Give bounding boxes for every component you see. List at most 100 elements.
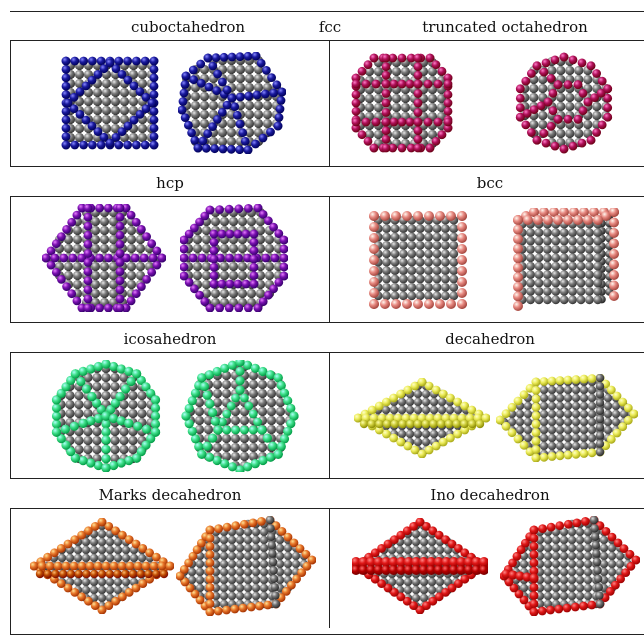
edge-atom xyxy=(109,413,119,424)
edge-atom xyxy=(116,364,126,374)
bulk-atom xyxy=(291,559,301,569)
bulk-atom xyxy=(266,424,277,435)
bulk-atom xyxy=(391,102,402,113)
edge-atom xyxy=(443,79,453,89)
edge-atom xyxy=(603,112,613,122)
edge-atom xyxy=(149,115,159,125)
edge-atom xyxy=(307,555,316,565)
bulk-atom xyxy=(255,279,266,290)
edge-atom xyxy=(546,605,555,615)
bulk-atom xyxy=(137,123,148,134)
edge-atom xyxy=(238,603,248,613)
edge-atom xyxy=(140,140,150,150)
bulk-atom xyxy=(405,429,415,439)
bulk-atom xyxy=(221,442,232,453)
bulk-atom xyxy=(543,278,552,288)
edge-atom xyxy=(205,303,215,312)
edge-atom xyxy=(583,215,593,225)
bulk-atom xyxy=(110,444,120,455)
bulk-atom xyxy=(407,241,417,250)
edge-atom xyxy=(205,591,215,600)
edge-atom xyxy=(292,574,301,584)
bulk-atom xyxy=(382,283,391,292)
divider-row-hcp-bcc xyxy=(329,196,330,323)
edge-atom xyxy=(141,104,151,114)
bulk-atom xyxy=(128,399,138,410)
bulk-atom xyxy=(128,408,138,419)
edge-atom xyxy=(512,551,522,561)
edge-atom xyxy=(513,253,523,264)
edge-atom xyxy=(260,89,270,99)
edge-atom xyxy=(152,260,162,270)
bulk-atom xyxy=(551,559,561,569)
edge-atom xyxy=(135,87,145,96)
edge-atom xyxy=(220,363,230,373)
bulk-atom xyxy=(567,575,577,585)
bulk-atom xyxy=(99,243,110,254)
edge-atom xyxy=(72,296,82,306)
bulk-atom xyxy=(419,593,429,603)
edge-atom xyxy=(243,145,253,154)
bulk-atom xyxy=(551,575,561,585)
bulk-atom xyxy=(113,545,123,555)
edge-atom xyxy=(366,565,377,575)
edge-atom xyxy=(83,212,93,222)
edge-atom xyxy=(434,592,444,602)
title-bcc: bcc xyxy=(476,174,504,192)
edge-atom xyxy=(569,208,579,217)
bulk-atom xyxy=(201,234,212,245)
bulk-atom xyxy=(266,406,277,417)
bulk-atom xyxy=(283,559,293,569)
edge-atom xyxy=(269,222,278,232)
edge-atom xyxy=(218,144,228,154)
edge-atom xyxy=(426,565,437,575)
bulk-atom xyxy=(563,385,573,395)
edge-atom xyxy=(147,239,157,249)
edge-atom xyxy=(475,419,485,429)
edge-atom xyxy=(513,281,523,292)
bulk-atom xyxy=(593,287,603,296)
edge-atom xyxy=(70,453,80,463)
edge-atom xyxy=(457,255,467,265)
edge-atom xyxy=(548,106,558,116)
bulk-atom xyxy=(419,585,429,595)
bulk-atom xyxy=(199,118,210,129)
edge-atom xyxy=(86,458,96,468)
edge-atom xyxy=(149,140,159,150)
edge-atom xyxy=(123,75,133,85)
edge-atom xyxy=(413,299,423,309)
edge-atom xyxy=(226,144,236,154)
bulk-atom xyxy=(246,216,257,227)
edge-atom xyxy=(283,396,293,406)
bulk-atom xyxy=(559,228,569,237)
bulk-atom xyxy=(559,559,569,569)
bulk-atom xyxy=(551,551,561,561)
bulk-atom xyxy=(403,577,413,587)
bulk-atom xyxy=(432,257,442,267)
edge-atom xyxy=(553,215,563,225)
bulk-atom xyxy=(415,232,425,242)
bulk-atom xyxy=(543,261,552,271)
bulk-atom xyxy=(208,136,219,147)
edge-atom xyxy=(114,56,124,66)
bulk-atom xyxy=(264,243,275,254)
edge-atom xyxy=(361,79,371,89)
edge-atom xyxy=(415,605,425,614)
edge-atom xyxy=(446,211,456,221)
edge-atom xyxy=(587,600,597,610)
bulk-atom xyxy=(415,291,425,301)
edge-atom xyxy=(190,589,200,599)
edge-atom xyxy=(46,246,56,256)
bulk-atom xyxy=(563,433,573,443)
edge-atom xyxy=(181,71,191,81)
edge-atom xyxy=(413,211,423,221)
bulk-atom xyxy=(113,585,123,595)
edge-atom xyxy=(213,69,222,79)
edge-atom xyxy=(152,569,161,579)
bulk-atom xyxy=(407,266,417,275)
bulk-atom xyxy=(226,64,237,75)
edge-atom xyxy=(50,548,59,558)
bulk-atom xyxy=(266,379,277,390)
edge-atom xyxy=(197,373,207,383)
edge-atom xyxy=(75,110,85,119)
